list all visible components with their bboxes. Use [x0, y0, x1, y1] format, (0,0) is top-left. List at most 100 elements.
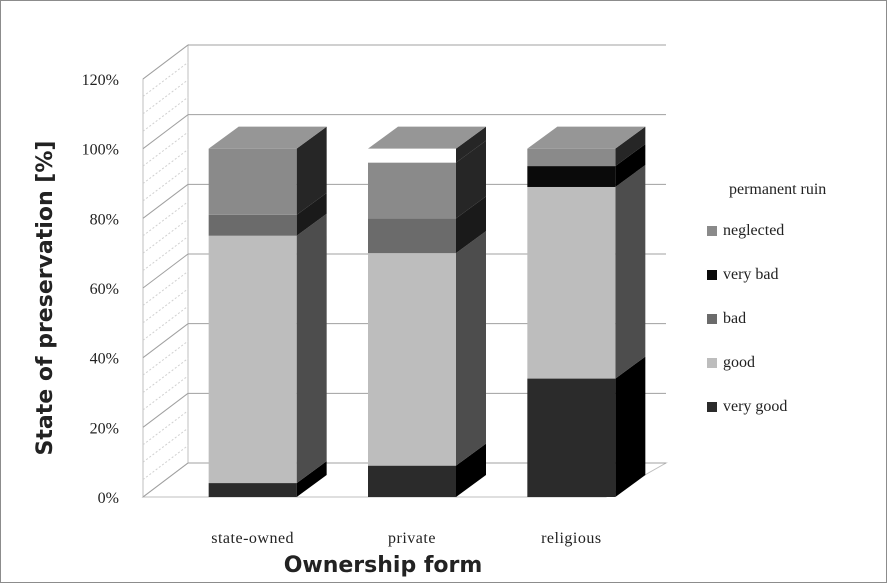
- legend-item: very bad: [707, 253, 886, 297]
- bar-top: [527, 126, 646, 149]
- gridline-side: [142, 183, 189, 219]
- legend-label: very good: [723, 398, 788, 415]
- bar-segment: [208, 213, 327, 484]
- bar-segment: [208, 461, 327, 497]
- bar-side: [456, 231, 486, 466]
- bar-side: [456, 196, 486, 254]
- bar-side: [456, 126, 486, 163]
- legend-item: good: [707, 341, 886, 385]
- legend-swatch: [707, 226, 717, 236]
- legend-swatch: [707, 314, 717, 324]
- y-tick-label: 40%: [90, 351, 119, 368]
- minor-gridline: [142, 218, 189, 254]
- bar-front: [368, 465, 456, 497]
- bar-segment: [208, 192, 327, 236]
- minor-gridline: [142, 236, 189, 271]
- bar-side: [456, 140, 486, 219]
- bar-front: [527, 148, 616, 167]
- bar-front: [208, 148, 297, 215]
- minor-gridline: [142, 288, 189, 324]
- x-tick-label: private: [388, 530, 436, 547]
- minor-gridline: [142, 149, 189, 184]
- minor-gridline: [142, 166, 189, 202]
- minor-gridline: [142, 131, 189, 167]
- y-tick-label: 100%: [82, 142, 119, 159]
- bar-side: [296, 461, 327, 497]
- gridline-side: [142, 323, 189, 359]
- legend-label: neglected: [723, 222, 785, 239]
- bar-front: [208, 214, 297, 236]
- gridline-side: [142, 44, 189, 80]
- minor-gridline: [142, 96, 189, 132]
- bar-side: [615, 144, 646, 187]
- bar-top: [208, 126, 327, 149]
- bar-side: [296, 126, 327, 215]
- bar-front: [368, 162, 456, 219]
- bar-side: [615, 126, 646, 167]
- bar-side: [615, 356, 646, 497]
- minor-gridline: [142, 375, 189, 411]
- legend-swatch: [707, 358, 717, 368]
- x-tick-label: religious: [541, 530, 602, 547]
- gridline-side: [142, 114, 189, 150]
- minor-gridline: [142, 358, 189, 393]
- bar-segment: [527, 144, 646, 187]
- legend-label: very bad: [723, 266, 779, 283]
- x-tick-labels: state-owned private religious: [211, 530, 601, 547]
- minor-gridline: [142, 305, 189, 341]
- bar-front: [208, 235, 297, 484]
- legend-swatch: [707, 402, 717, 412]
- bar-front: [208, 483, 297, 497]
- y-tick-labels: 0% 20% 40% 60% 80% 100% 120%: [82, 72, 119, 507]
- bar-front: [368, 218, 456, 254]
- gridline-side: [142, 392, 189, 428]
- gridline-side: [142, 462, 189, 498]
- y-tick-label: 0%: [98, 490, 119, 507]
- legend-swatch: [707, 270, 717, 280]
- bar-segment: [368, 126, 486, 163]
- minor-gridline: [142, 340, 189, 376]
- x-axis-title: Ownership form: [284, 553, 483, 578]
- bar-segment: [368, 443, 486, 497]
- minor-gridline: [142, 79, 189, 115]
- bar-segment: [368, 231, 486, 466]
- legend-items: neglected very bad bad good very good: [707, 209, 886, 429]
- bar-segment: [527, 356, 646, 497]
- legend-item: very good: [707, 385, 886, 429]
- bar-front: [527, 378, 616, 497]
- y-tick-label: 80%: [90, 211, 119, 228]
- bar-side: [296, 213, 327, 484]
- bar-top: [368, 126, 486, 149]
- bar-side: [615, 164, 646, 379]
- y-axis-title: State of preservation [%]: [33, 141, 58, 456]
- minor-gridline: [142, 445, 189, 480]
- minor-gridline: [142, 201, 189, 237]
- minor-gridline: [142, 427, 189, 463]
- bar-front: [527, 186, 616, 379]
- legend-title: permanent ruin: [729, 181, 827, 198]
- y-tick-label: 20%: [90, 420, 119, 437]
- bar-segment: [368, 140, 486, 219]
- bar-segment: [368, 196, 486, 254]
- legend-item: neglected: [707, 209, 886, 253]
- minor-gridline: [142, 62, 189, 97]
- legend-label: bad: [723, 310, 747, 327]
- bar-segment: [527, 164, 646, 379]
- bars: [208, 126, 646, 497]
- bar-side: [456, 443, 486, 497]
- gridline-side: [142, 253, 189, 289]
- bar-front: [368, 148, 456, 163]
- bar-segment: [208, 126, 327, 215]
- bar-side: [296, 192, 327, 236]
- legend: permanent ruin neglected very bad bad good v…: [707, 181, 886, 429]
- x-tick-label: state-owned: [211, 530, 294, 547]
- bar-front: [527, 166, 616, 187]
- y-tick-label: 120%: [82, 72, 119, 89]
- minor-gridline: [142, 271, 189, 306]
- bar-front: [368, 253, 456, 466]
- legend-label: good: [723, 354, 755, 371]
- y-tick-label: 60%: [90, 281, 119, 298]
- bar-segment: [527, 126, 646, 167]
